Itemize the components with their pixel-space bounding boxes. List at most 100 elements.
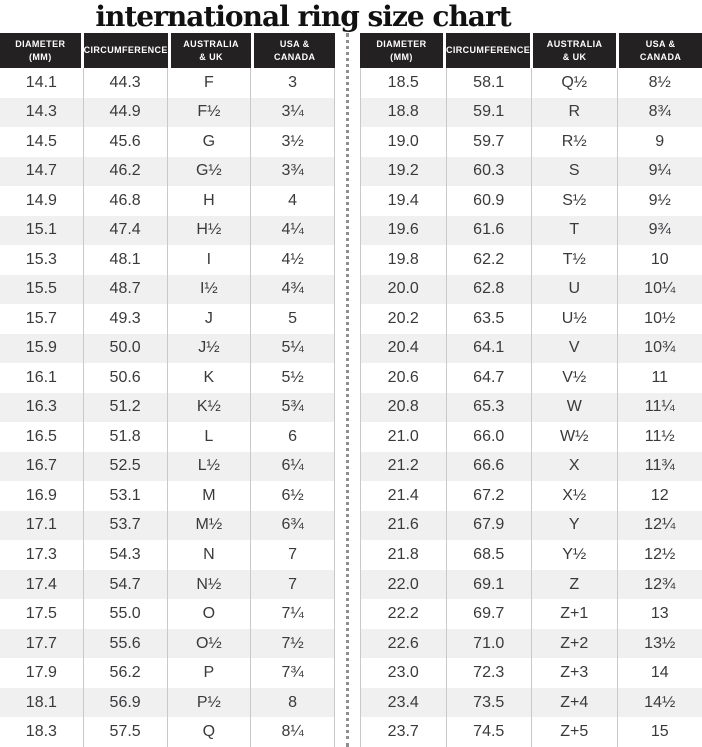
table-row: 20.4 64.1 V 10¾: [360, 333, 702, 364]
cell-diameter: 14.9: [0, 186, 84, 216]
table-row: 23.4 73.5 Z+4 14½: [360, 687, 702, 718]
table-row: 19.4 60.9 S½ 9½: [360, 186, 702, 216]
cell-australia-uk: Z+2: [532, 628, 618, 659]
table-row: 22.6 71.0 Z+2 13½: [360, 628, 702, 659]
dotted-line: [346, 33, 349, 747]
table-row: 21.2 66.6 X 11¾: [360, 451, 702, 482]
cell-circumference: 44.9: [84, 97, 168, 128]
cell-circumference: 54.3: [84, 540, 168, 570]
cell-australia-uk: Z+4: [532, 687, 618, 718]
ring-size-table-right: DIAMETER (mm) CIRCUMFERENCE AUSTRALIA & UK U S…: [360, 33, 702, 747]
table-row: 19.6 61.6 T 9¾: [360, 215, 702, 246]
column-header-line: CANADA: [273, 51, 316, 62]
column-header-line: CANADA: [639, 51, 682, 62]
cell-circumference: 53.1: [84, 481, 168, 511]
cell-circumference: 63.5: [447, 304, 532, 334]
cell-usa-canada: 9¼: [648, 162, 671, 180]
cell-usa-canada: 12½: [644, 546, 676, 563]
cell-usa-canada: 14: [650, 664, 669, 682]
cell-usa-canada: 12¼: [644, 516, 676, 534]
cell-diameter: 20.8: [360, 392, 447, 423]
cell-usa-canada: 11¼: [644, 398, 675, 416]
table-row: 14.7 46.2 G½ 3¾: [0, 156, 335, 187]
cell-diameter: 19.0: [360, 127, 447, 157]
column-header-line: AUSTRALIA: [183, 39, 239, 50]
cell-diameter: 20.4: [360, 333, 447, 364]
table-row: 17.7 55.6 O½ 7½: [0, 628, 335, 659]
cell-circumference: 71.0: [447, 628, 532, 659]
cell-circumference: 44.3: [84, 68, 168, 98]
table-row: 17.5 55.0 O 7¼: [0, 599, 335, 629]
table-row: 16.3 51.2 K½ 5¾: [0, 392, 335, 423]
cell-diameter: 23.4: [360, 687, 447, 718]
cell-usa-canada: 3: [251, 68, 335, 98]
cell-circumference: 59.1: [447, 97, 532, 128]
cell-usa-canada: 5: [251, 304, 335, 334]
table-row: 22.2 69.7 Z+1 13: [360, 599, 702, 629]
cell-usa-canada: 12¾: [644, 575, 676, 593]
cell-australia-uk: G½: [168, 156, 252, 187]
column-header-australia-uk: AUSTRALIA & UK: [533, 33, 617, 68]
cell-australia-uk: P½: [168, 687, 252, 718]
cell-circumference: 51.2: [84, 392, 168, 423]
column-header-australia-uk: AUSTRALIA & UK: [170, 33, 252, 68]
cell-diameter: 15.3: [0, 245, 84, 275]
cell-circumference: 57.5: [84, 717, 168, 747]
cell-usa-canada: 7¼: [251, 599, 335, 629]
column-header-diameter: DIAMETER (mm): [360, 33, 443, 68]
cell-usa-canada: 6¼: [251, 451, 335, 482]
cell-australia-uk: O½: [168, 628, 252, 659]
cell-australia-uk: V: [532, 333, 618, 364]
cell-australia-uk: W½: [532, 422, 618, 452]
cell-australia-uk: Q½: [532, 68, 618, 98]
cell-circumference: 67.2: [447, 481, 532, 511]
cell-australia-uk: J½: [168, 333, 252, 364]
cell-usa-canada: 9½: [648, 191, 671, 209]
cell-circumference: 62.2: [447, 245, 532, 275]
cell-usa-canada: 14½: [644, 693, 676, 711]
table-body: 14.1 44.3 F 3 14.3 44.9 F½ 3¼ 14.5 45.6 G 3½ 14.7 46.…: [0, 68, 335, 747]
cell-usa-canada: 4: [251, 186, 335, 216]
table-row: 15.3 48.1 I 4½: [0, 245, 335, 275]
cell-diameter: 17.4: [0, 569, 84, 600]
cell-australia-uk: S½: [532, 186, 618, 216]
column-header-circumference: CIRCUMFERENCE: [445, 33, 531, 68]
cell-australia-uk: M: [168, 481, 252, 511]
cell-usa-canada: 10¾: [644, 339, 676, 357]
cell-circumference: 50.0: [84, 333, 168, 364]
cell-australia-uk: U: [532, 274, 618, 305]
cell-usa-canada: 6: [251, 422, 335, 452]
cell-usa-canada: 10: [650, 250, 669, 268]
table-row: 20.8 65.3 W 11¼: [360, 392, 702, 423]
table-row: 14.5 45.6 G 3½: [0, 127, 335, 157]
cell-diameter: 20.2: [360, 304, 447, 334]
cell-circumference: 68.5: [447, 540, 532, 570]
cell-usa-canada: 3¾: [251, 156, 335, 187]
cell-circumference: 61.6: [447, 215, 532, 246]
column-header-line: CIRCUMFERENCE: [445, 45, 531, 56]
table-row: 15.5 48.7 I½ 4¾: [0, 274, 335, 305]
cell-circumference: 53.7: [84, 510, 168, 541]
cell-circumference: 73.5: [447, 687, 532, 718]
table-header-row: DIAMETER (mm) CIRCUMFERENCE AUSTRALIA & UK US…: [360, 33, 702, 68]
cell-diameter: 14.3: [0, 97, 84, 128]
cell-diameter: 16.1: [0, 363, 84, 393]
cell-usa-canada: 6¾: [251, 510, 335, 541]
table-row: 21.6 67.9 Y 12¼: [360, 510, 702, 541]
cell-australia-uk: V½: [532, 363, 618, 393]
cell-circumference: 74.5: [447, 717, 532, 747]
column-header-line: & UK: [562, 51, 587, 62]
cell-australia-uk: I: [168, 245, 252, 275]
cell-australia-uk: L: [168, 422, 252, 452]
cell-australia-uk: F½: [168, 97, 252, 128]
cell-diameter: 15.1: [0, 215, 84, 246]
cell-diameter: 17.9: [0, 658, 84, 688]
cell-diameter: 17.7: [0, 628, 84, 659]
cell-diameter: 16.3: [0, 392, 84, 423]
cell-usa-canada: 3¼: [251, 97, 335, 128]
table-row: 19.2 60.3 S 9¼: [360, 156, 702, 187]
cell-circumference: 67.9: [447, 510, 532, 541]
cell-australia-uk: O: [168, 599, 252, 629]
cell-diameter: 20.0: [360, 274, 447, 305]
cell-australia-uk: Z+5: [532, 717, 618, 747]
